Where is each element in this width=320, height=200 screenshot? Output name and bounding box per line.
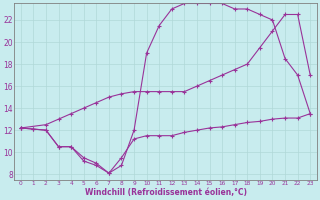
X-axis label: Windchill (Refroidissement éolien,°C): Windchill (Refroidissement éolien,°C) (84, 188, 246, 197)
